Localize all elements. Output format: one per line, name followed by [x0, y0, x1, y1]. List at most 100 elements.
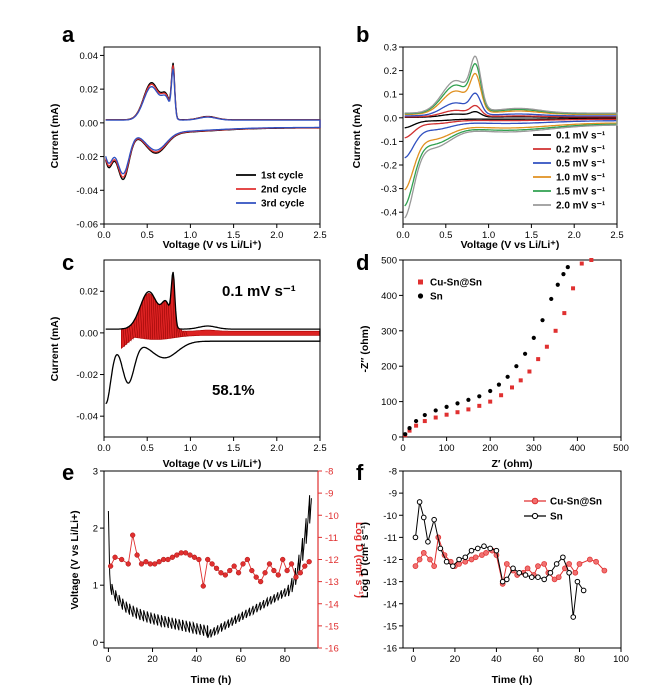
x-tick-label: 2.5	[313, 443, 326, 454]
hatch-line	[131, 324, 134, 340]
panel-e-y-ticks: 0 1 2 3	[93, 467, 104, 649]
voltage-curve	[107, 495, 312, 639]
nyquist-point-sn	[514, 364, 519, 369]
logd-point-sn	[580, 587, 587, 594]
logd-point-sn	[510, 565, 516, 572]
panel-a-y-ticks: -0.06 -0.04 -0.02 0.00 0.02 0.04	[76, 51, 104, 231]
legend-marker	[531, 497, 539, 505]
panel-b-frame	[402, 46, 618, 225]
nyquist-point-sn	[540, 318, 545, 323]
legend-label: 0.2 mV s⁻¹	[556, 145, 606, 156]
nyquist-point-sn	[549, 296, 554, 302]
logd-point	[165, 556, 171, 563]
hatch-line	[165, 301, 169, 339]
right-tick-label: -8	[325, 467, 333, 478]
y-tick-label: 2	[93, 524, 98, 535]
hatch-line	[122, 328, 125, 347]
x-tick-label: 400	[569, 443, 585, 454]
logd-point	[266, 561, 273, 567]
logd-point-cu-sn	[416, 556, 423, 563]
legend-label: Cu-Sn@Sn	[550, 497, 602, 508]
panel-a-plot	[105, 62, 321, 181]
panel-c-xlabel: Voltage (V vs Li/Li⁺)	[163, 458, 262, 470]
panel-c-label: c	[62, 250, 74, 275]
legend-label: 1.5 mV s⁻¹	[556, 187, 606, 198]
nyquist-point-cu-sn	[589, 258, 594, 262]
logd-point-sn	[474, 545, 481, 552]
x-tick-label: 0.0	[97, 230, 110, 241]
hatch-line	[181, 328, 184, 337]
x-tick-label: 0	[106, 654, 111, 665]
legend-label: Cu-Sn@Sn	[430, 278, 482, 289]
logd-point	[196, 556, 202, 563]
logd-point	[156, 559, 162, 565]
nyquist-point-sn	[413, 418, 419, 424]
logd-point	[288, 561, 295, 567]
legend-label: 0.5 mV s⁻¹	[556, 159, 606, 170]
logd-point-sn	[553, 561, 560, 567]
nyquist-point-cu-sn	[466, 407, 471, 412]
hatch-line	[155, 300, 158, 340]
y-tick-label: -8	[389, 467, 397, 478]
panel-b-y-ticks: -0.4 -0.3 -0.2 -0.1 0.0 0.1 0.2 0.3	[381, 43, 403, 219]
total-cv-curve	[105, 271, 321, 405]
panel-d-plot	[403, 258, 594, 438]
panel-d-x-ticks: 0 100 200 300 400 500	[400, 437, 629, 454]
hatch-line	[185, 331, 188, 337]
nyquist-point-sn	[403, 432, 408, 437]
hatch-line	[183, 331, 186, 337]
logd-point-sn	[437, 545, 444, 552]
logd-point	[138, 561, 145, 567]
logd-point-sn	[468, 547, 475, 554]
logd-point-sn	[481, 543, 487, 550]
hatch-line	[144, 297, 147, 339]
logd-point	[231, 563, 237, 569]
logd-point-cu-sn	[503, 561, 510, 567]
right-tick-label: -9	[325, 489, 333, 500]
nyquist-point-sn	[555, 282, 560, 287]
x-tick-label: 500	[613, 443, 629, 454]
panel-d-frame	[402, 259, 622, 438]
nyquist-point-sn	[422, 412, 427, 418]
nyquist-point-sn	[531, 335, 536, 340]
cv-curve-1	[105, 62, 321, 181]
logd-point-sn	[528, 574, 535, 581]
hatch-line	[124, 328, 128, 346]
panel-d: d 0 100 200 300 400 500 0 100 200 300 400 500 Z′ (…	[356, 250, 629, 470]
hatch-line	[127, 327, 130, 344]
legend-label: 1st cycle	[261, 171, 304, 182]
logd-point-sn	[431, 516, 437, 523]
x-tick-label: 2.5	[610, 230, 623, 241]
logd-point-sn	[450, 563, 456, 569]
hatch-line	[152, 297, 156, 340]
legend-label: 2nd cycle	[261, 185, 307, 196]
right-tick-label: -16	[325, 644, 339, 655]
nyquist-point-cu-sn	[544, 344, 549, 349]
logd-point	[213, 565, 220, 571]
x-tick-label: 20	[450, 654, 461, 665]
panel-e-label: e	[62, 460, 74, 485]
logd-point	[134, 552, 140, 558]
cv-curve-3	[105, 68, 321, 175]
logd-point	[118, 556, 125, 563]
panel-f-xlabel: Time (h)	[492, 674, 533, 686]
logd-point	[174, 552, 180, 558]
y-tick-label: -0.2	[381, 161, 397, 172]
x-tick-label: 200	[482, 443, 498, 454]
panel-c-x-ticks: 0.0 0.5 1.0 1.5 2.0 2.5	[97, 437, 327, 454]
hatch-line	[140, 306, 143, 339]
panel-a-x-ticks: 0.0 0.5 1.0 1.5 2.0 2.5	[97, 224, 327, 241]
x-tick-label: 80	[280, 654, 291, 665]
y-tick-label: -0.4	[381, 208, 397, 219]
nyquist-point-sn	[407, 426, 412, 431]
y-tick-label: 0	[392, 433, 397, 444]
nyquist-point-cu-sn	[527, 369, 532, 374]
y-tick-label: -16	[383, 644, 397, 655]
logd-point-sn	[547, 569, 554, 576]
panel-e-plot	[107, 495, 312, 639]
nyquist-point-cu-sn	[499, 393, 504, 398]
nyquist-point-sn	[444, 404, 449, 410]
hatch-line	[157, 303, 160, 340]
x-tick-label: 0.5	[141, 443, 154, 454]
